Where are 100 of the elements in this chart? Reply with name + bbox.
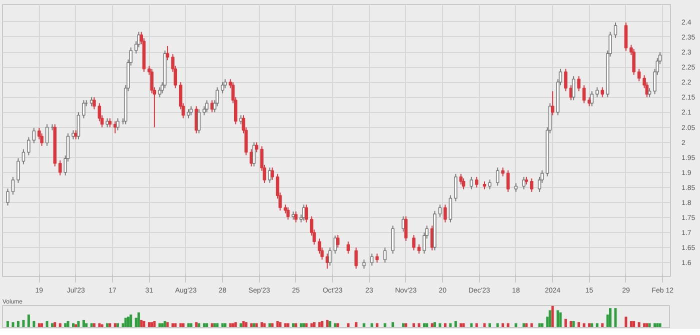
- candlestick: [336, 234, 340, 248]
- candlestick: [194, 106, 198, 134]
- candlestick: [596, 86, 599, 98]
- bar: [16, 321, 20, 328]
- bar: [454, 321, 457, 328]
- bar: [578, 322, 580, 328]
- bar: [137, 312, 140, 328]
- candlestick: [205, 100, 208, 113]
- candlestick: [189, 106, 193, 116]
- bar: [260, 322, 264, 328]
- bar: [234, 322, 237, 328]
- bar: [224, 323, 226, 328]
- candlestick: [637, 68, 641, 82]
- bar: [632, 321, 636, 328]
- candlestick: [462, 178, 466, 190]
- candlestick: [32, 127, 36, 144]
- candlestick: [632, 48, 636, 76]
- bar: [630, 321, 632, 328]
- candlestick: [564, 68, 568, 92]
- bar: [525, 323, 528, 328]
- candlestick: [92, 96, 96, 110]
- bar: [638, 322, 640, 328]
- bar: [376, 323, 378, 328]
- bar: [250, 323, 253, 328]
- bar: [530, 323, 533, 328]
- bar: [229, 323, 232, 328]
- bar: [32, 321, 36, 328]
- bar: [252, 323, 256, 328]
- bar: [590, 323, 594, 328]
- bar: [370, 323, 374, 328]
- bar: [46, 321, 48, 328]
- bar: [114, 323, 116, 328]
- bar: [164, 321, 166, 328]
- bar: [255, 323, 258, 328]
- candlestick: [27, 136, 30, 156]
- candlestick: [326, 253, 329, 270]
- candlestick: [370, 253, 374, 266]
- bar: [140, 320, 143, 328]
- bar: [418, 323, 420, 328]
- bar: [392, 322, 394, 328]
- bar: [142, 321, 146, 328]
- candlestick: [614, 22, 618, 38]
- candlestick: [58, 160, 62, 176]
- bar: [384, 323, 386, 328]
- bar: [556, 310, 560, 328]
- bar: [540, 323, 544, 328]
- bar: [195, 322, 198, 328]
- candlestick: [444, 204, 447, 223]
- candlestick: [470, 176, 474, 190]
- bar: [150, 322, 154, 328]
- candlestick: [197, 108, 201, 134]
- bar: [268, 323, 271, 328]
- bar: [40, 323, 44, 328]
- bar: [596, 323, 598, 328]
- candlestick: [438, 204, 442, 218]
- bar: [213, 323, 216, 328]
- bar: [654, 323, 656, 328]
- bar: [609, 308, 612, 328]
- bar: [412, 323, 416, 328]
- bar: [72, 323, 74, 328]
- candlestick: [488, 179, 492, 190]
- bar: [354, 322, 358, 328]
- bar: [496, 323, 499, 328]
- bar: [106, 323, 109, 328]
- candlestick: [582, 84, 586, 104]
- candlestick: [572, 76, 576, 101]
- candlestick: [166, 46, 170, 61]
- bar: [286, 323, 290, 328]
- candlestick: [286, 206, 290, 220]
- bar: [284, 323, 287, 328]
- bar: [300, 323, 302, 328]
- candlestick: [550, 90, 554, 116]
- bar: [182, 323, 184, 328]
- bar: [292, 323, 295, 328]
- bar: [206, 323, 208, 328]
- bar: [82, 320, 85, 328]
- candlestick: [496, 167, 500, 186]
- bar: [402, 323, 405, 328]
- bar: [198, 323, 200, 328]
- bar: [475, 323, 478, 328]
- bar: [522, 323, 526, 328]
- bar: [488, 323, 491, 328]
- bar: [483, 323, 486, 328]
- candlestick: [459, 173, 463, 185]
- bar: [232, 323, 234, 328]
- bar: [462, 323, 465, 328]
- bar: [588, 323, 591, 328]
- bar: [130, 314, 132, 328]
- bar: [124, 318, 127, 328]
- bar: [506, 323, 510, 328]
- candlestick: [448, 194, 452, 223]
- bar: [570, 321, 572, 328]
- bar: [38, 323, 40, 328]
- bar: [538, 323, 541, 328]
- bar: [470, 323, 473, 328]
- bar: [551, 306, 554, 328]
- bar: [276, 321, 279, 328]
- bar: [12, 322, 14, 328]
- candlestick: [600, 86, 604, 98]
- bar: [77, 321, 80, 328]
